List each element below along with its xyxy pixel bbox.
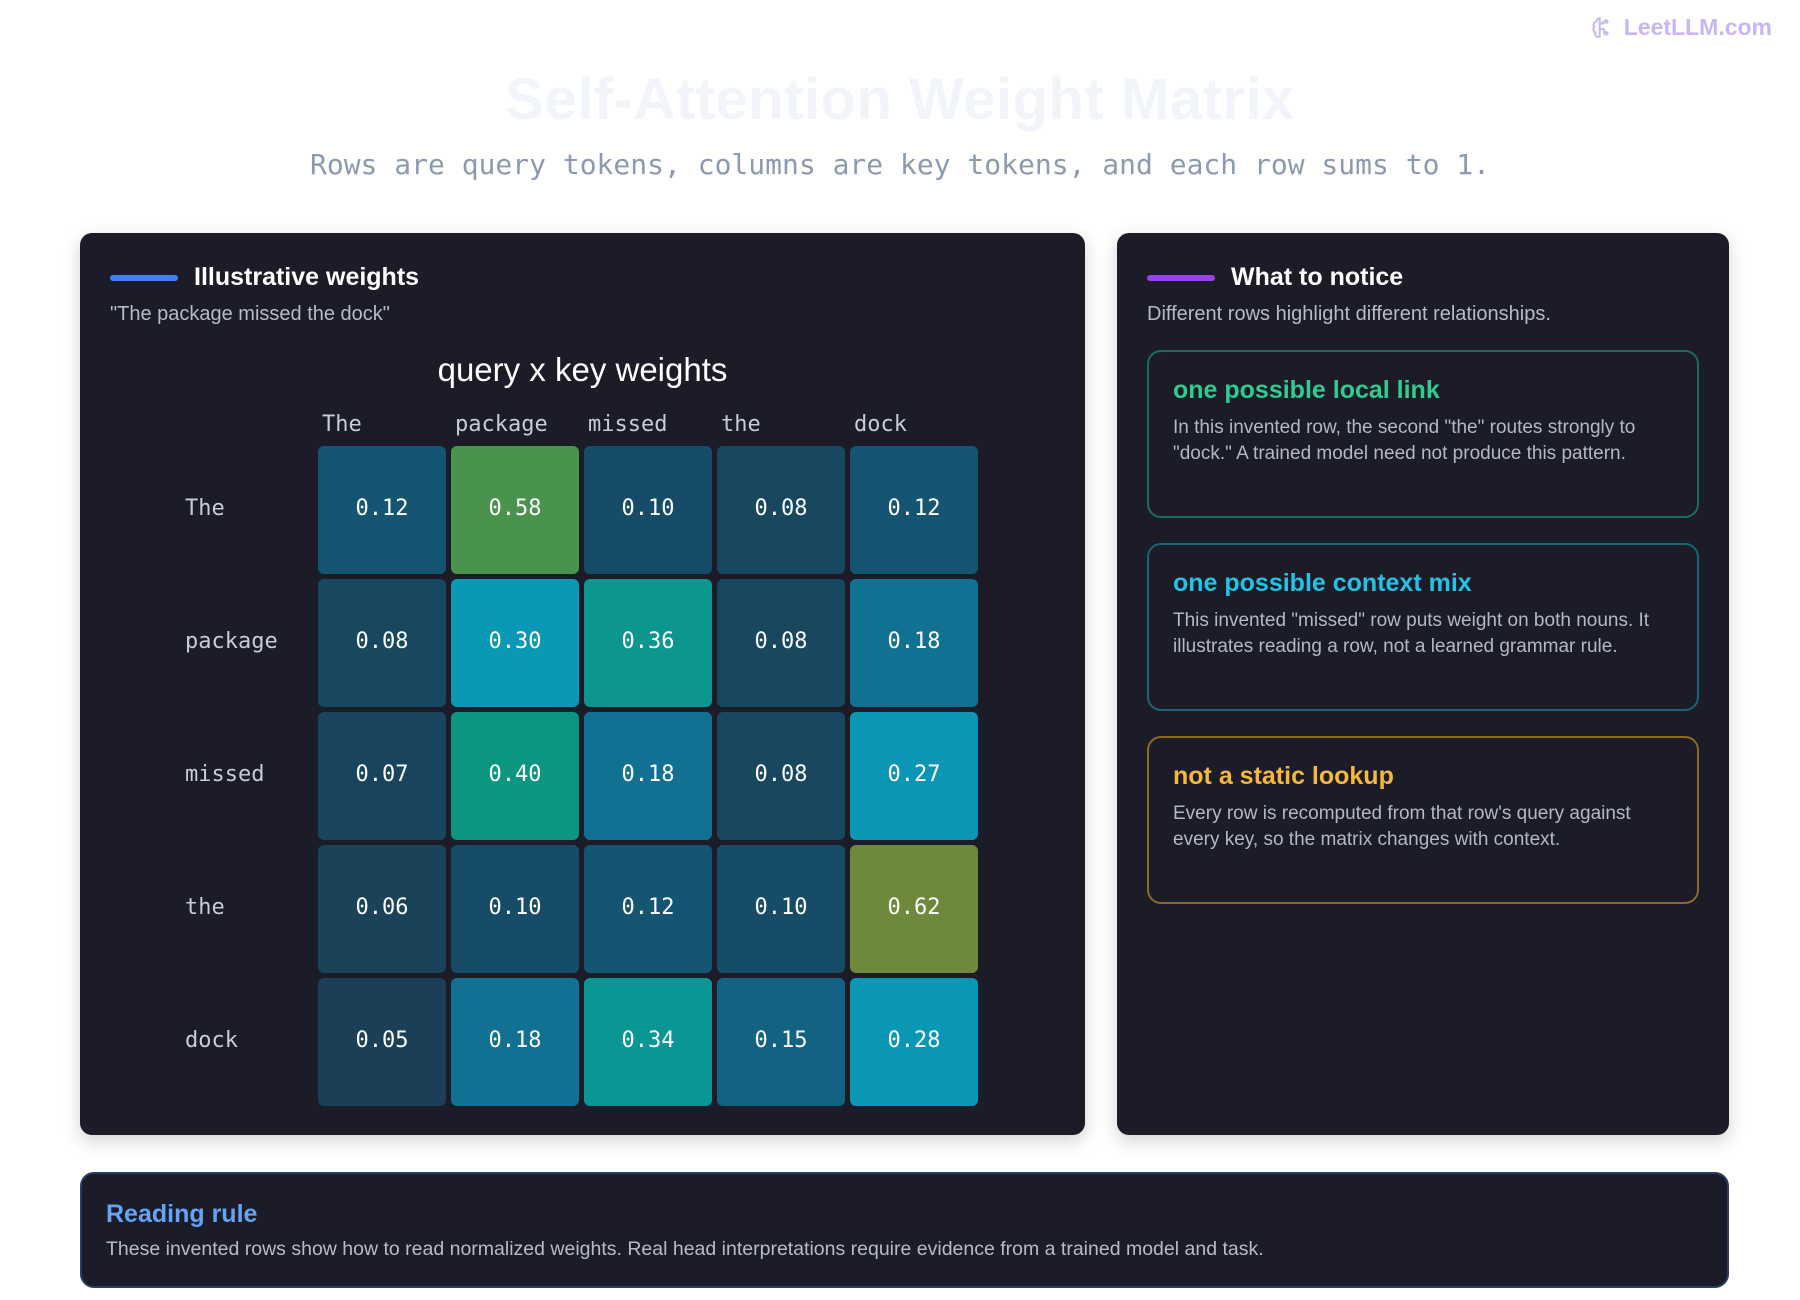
cell-value-label: 0.58 <box>488 496 542 521</box>
column-label: the <box>721 412 761 437</box>
page-title: Self-Attention Weight Matrix <box>505 67 1295 132</box>
card-body: This invented "missed" row puts weight o… <box>1173 610 1650 657</box>
cell-value-label: 0.10 <box>754 895 808 920</box>
reading-rule-body: These invented rows show how to read nor… <box>106 1238 1264 1260</box>
cell-value-label: 0.08 <box>754 496 808 521</box>
cell-value-label: 0.10 <box>488 895 542 920</box>
column-label: dock <box>854 412 907 437</box>
heatmap-cell <box>850 712 978 840</box>
cell-value-label: 0.62 <box>887 895 941 920</box>
row-label: dock <box>185 1028 238 1053</box>
card-body: In this invented row, the second "the" r… <box>1173 417 1636 464</box>
weights-accent-bar <box>110 274 178 281</box>
heatmap-cell <box>451 446 579 574</box>
heatmap-cell <box>451 579 579 707</box>
cell-value-label: 0.05 <box>355 1028 409 1053</box>
weights-panel-subtitle: "The package missed the dock" <box>110 303 390 325</box>
notice-panel-header: What to notice <box>1147 263 1403 292</box>
card-body: Every row is recomputed from that row's … <box>1173 803 1631 850</box>
page-subtitle: Rows are query tokens, columns are key t… <box>309 148 1491 181</box>
heatmap-cell <box>451 845 579 973</box>
heatmap-cell <box>850 978 978 1106</box>
heatmap-cell <box>717 446 845 574</box>
heatmap-cell <box>318 446 446 574</box>
notice-panel-subtitle: Different rows highlight different relat… <box>1147 303 1551 325</box>
heatmap-cell <box>850 845 978 973</box>
brand-text: LeetLLM.com <box>1623 14 1772 40</box>
column-label: missed <box>588 412 668 437</box>
reading-rule-title: Reading rule <box>106 1200 258 1228</box>
notice-panel-title: What to notice <box>1231 263 1404 291</box>
cell-value-label: 0.08 <box>355 629 409 654</box>
cell-value-label: 0.40 <box>488 762 542 787</box>
cell-value-label: 0.10 <box>621 496 675 521</box>
brain-icon <box>1592 16 1609 38</box>
cell-value-label: 0.34 <box>621 1028 675 1053</box>
cell-value-label: 0.30 <box>488 629 542 654</box>
cell-value-label: 0.18 <box>621 762 675 787</box>
cell-value-label: 0.07 <box>355 762 409 787</box>
heatmap-cell <box>318 712 446 840</box>
heatmap-cell <box>584 845 712 973</box>
heatmap-cell <box>584 978 712 1106</box>
cell-value-label: 0.18 <box>887 629 941 654</box>
row-label: package <box>185 629 278 654</box>
chart-title: query x key weights <box>437 351 728 388</box>
cell-value-label: 0.36 <box>621 629 675 654</box>
cell-value-label: 0.12 <box>621 895 675 920</box>
heatmap-cell <box>717 978 845 1106</box>
heatmap-cell <box>318 579 446 707</box>
heatmap-cell <box>451 978 579 1106</box>
row-label: missed <box>185 762 265 787</box>
column-label: package <box>455 412 548 437</box>
cell-value-label: 0.08 <box>754 629 808 654</box>
heatmap-cell <box>318 845 446 973</box>
heatmap-cell <box>717 712 845 840</box>
notice-panel: What to notice Different rows highlight … <box>1117 233 1729 1135</box>
reading-rule-panel: Reading rule These invented rows show ho… <box>80 1172 1729 1288</box>
card-title: one possible context mix <box>1173 569 1472 597</box>
heatmap-cell <box>850 579 978 707</box>
row-label: The <box>185 496 225 521</box>
heatmap-cell <box>584 579 712 707</box>
attention-heatmap: The package missed the dock The package missed t… <box>80 233 1085 1135</box>
notice-accent-bar <box>1147 274 1215 281</box>
cell-value-label: 0.15 <box>754 1028 808 1053</box>
weights-panel: Illustrative weights "The package missed… <box>80 233 1085 1135</box>
heatmap-cell <box>318 978 446 1106</box>
cell-value-label: 0.12 <box>355 496 409 521</box>
cell-value-label: 0.06 <box>355 895 409 920</box>
card-title: not a static lookup <box>1173 762 1394 790</box>
heatmap-cell <box>717 579 845 707</box>
row-label: the <box>185 895 225 920</box>
cell-value-label: 0.27 <box>887 762 941 787</box>
cell-value-label: 0.18 <box>488 1028 542 1053</box>
heatmap-cell <box>717 845 845 973</box>
brand-logo[interactable]: LeetLLM.com <box>1590 14 1772 41</box>
heatmap-cell <box>584 712 712 840</box>
card-local-link: one possible local link In this invented… <box>1147 350 1699 518</box>
cell-value-label: 0.12 <box>887 496 941 521</box>
weights-panel-title: Illustrative weights <box>194 263 420 291</box>
heatmap-cell <box>850 446 978 574</box>
heatmap-cell <box>584 446 712 574</box>
weights-panel-header: Illustrative weights <box>110 263 419 292</box>
card-context-mix: one possible context mix This invented "… <box>1147 543 1699 711</box>
heatmap-cell <box>451 712 579 840</box>
cell-value-label: 0.28 <box>887 1028 941 1053</box>
card-title: one possible local link <box>1173 376 1440 404</box>
cell-value-label: 0.08 <box>754 762 808 787</box>
card-static-lookup: not a static lookup Every row is recompu… <box>1147 736 1699 904</box>
column-label: The <box>322 412 362 437</box>
